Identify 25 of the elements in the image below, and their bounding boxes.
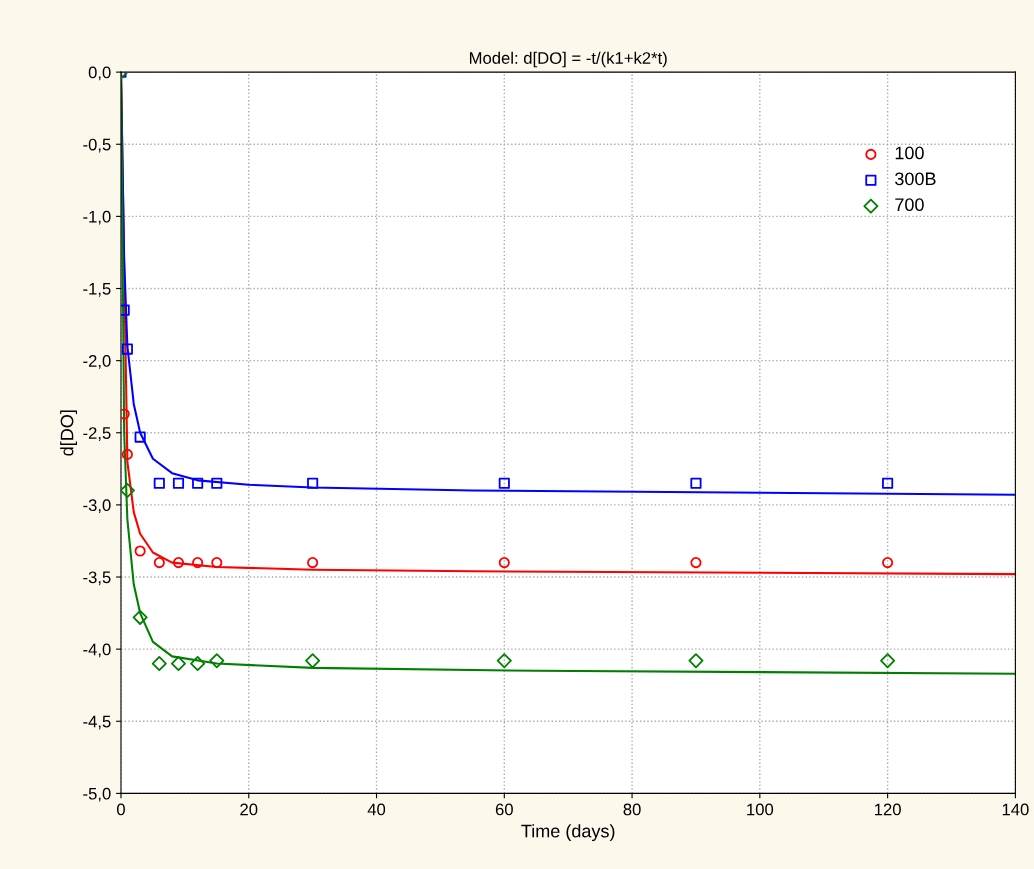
y-tick-label: -2,5 <box>83 427 111 441</box>
y-tick-label: -4,0 <box>83 643 111 658</box>
y-tick-label: -2,0 <box>83 355 111 369</box>
y-tick-label: -0,5 <box>83 138 111 153</box>
y-tick-label: -3,5 <box>83 571 111 586</box>
chart-title: Model: d[DO] = -t/(k1+k2*t) <box>469 51 667 68</box>
y-axis-title: d[DO] <box>60 410 77 456</box>
legend-label: 700 <box>895 198 924 212</box>
x-tick-label: 120 <box>874 803 901 816</box>
y-tick-label: -1,5 <box>83 283 111 297</box>
x-axis-title: Time (days) <box>521 824 615 842</box>
y-tick-label: -3,0 <box>83 499 111 514</box>
x-tick-label: 100 <box>747 803 774 816</box>
y-tick-label: 0,0 <box>88 66 111 81</box>
legend-label: 300B <box>895 172 936 186</box>
legend-label: 100 <box>895 146 924 160</box>
x-tick-label: 40 <box>367 803 386 816</box>
x-tick-label: 0 <box>116 803 125 816</box>
x-tick-label: 20 <box>240 803 258 816</box>
y-tick-label: -1,0 <box>83 210 111 225</box>
y-tick-label: -4,5 <box>83 715 111 730</box>
y-tick-label: -5,0 <box>83 787 111 802</box>
x-tick-label: 60 <box>495 803 513 816</box>
x-tick-label: 80 <box>623 803 641 816</box>
x-tick-label: 140 <box>1002 803 1029 816</box>
